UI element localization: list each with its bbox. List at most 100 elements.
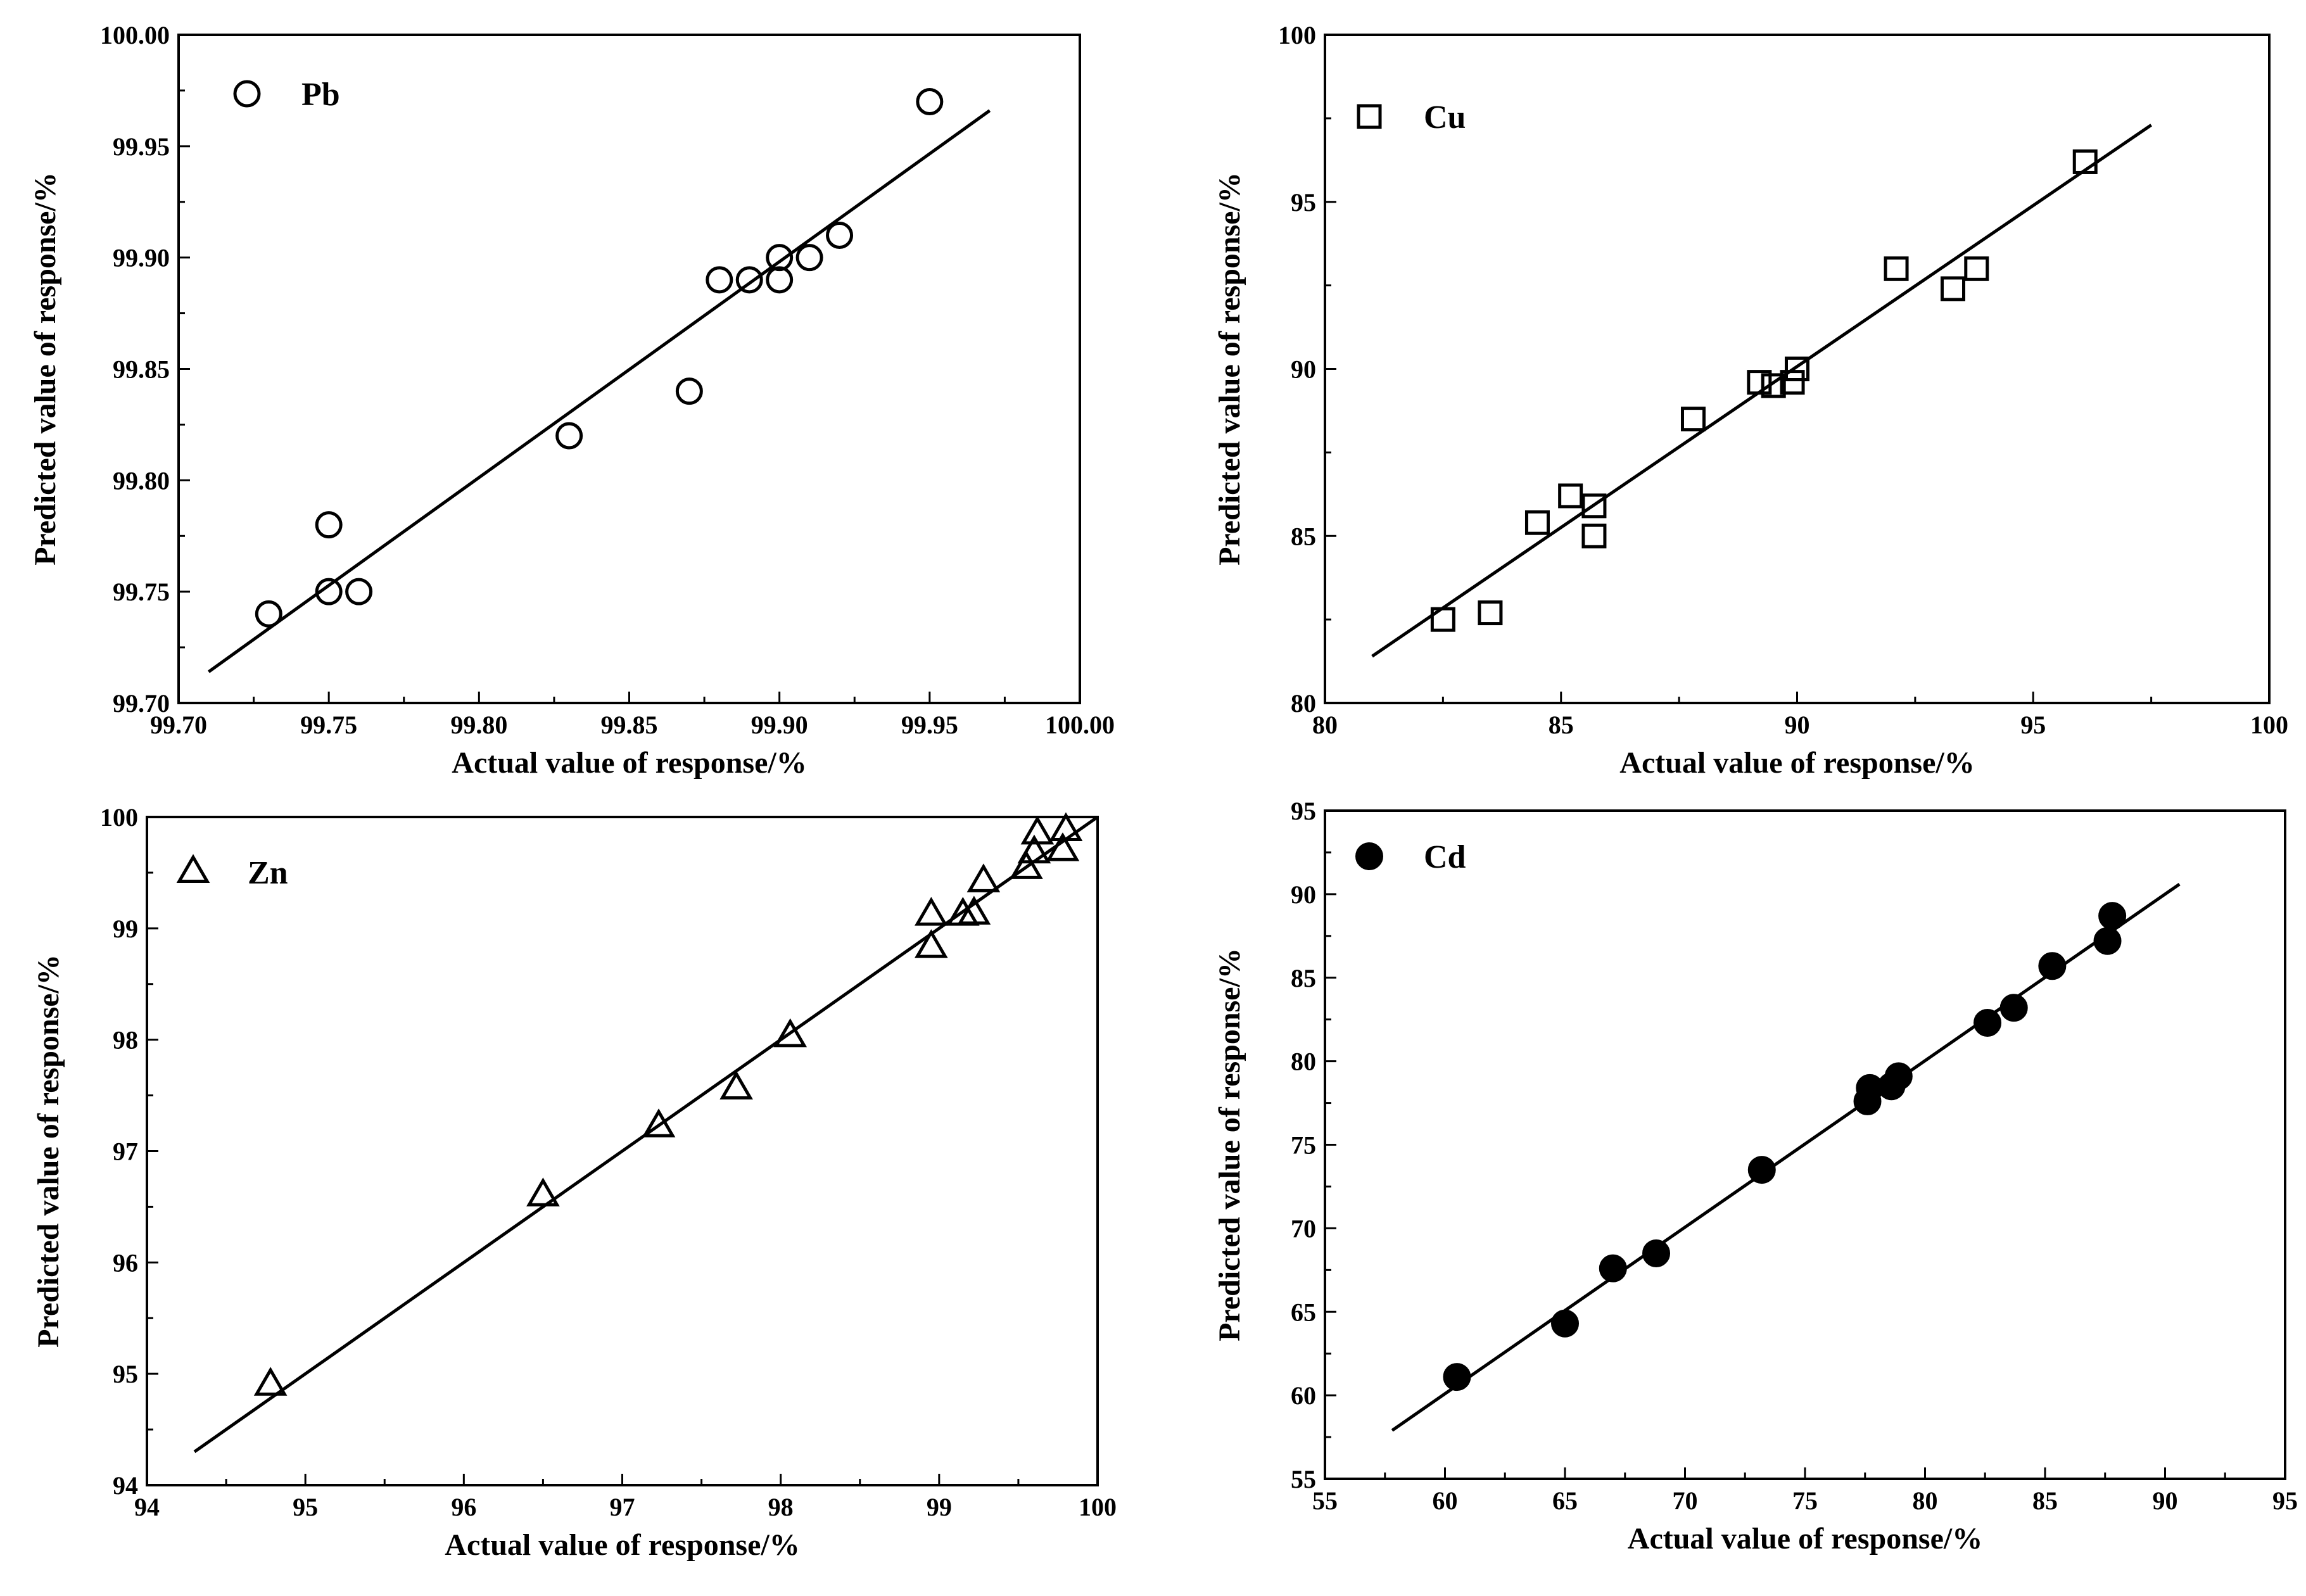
- data-point: [1443, 1363, 1471, 1391]
- data-point: [2098, 902, 2127, 930]
- fit-line: [207, 109, 991, 673]
- data-point: [766, 244, 794, 272]
- x-axis-label: Actual value of response/%: [445, 1528, 799, 1562]
- data-point: [315, 578, 343, 605]
- x-tick-label: 70: [1673, 1486, 1698, 1515]
- y-axis-label: Predicted value of response/%: [1213, 948, 1246, 1341]
- x-tick-label: 99.80: [450, 711, 507, 739]
- plot-frame: [1324, 34, 2271, 704]
- y-tick-label: 85: [1291, 964, 1316, 992]
- data-point: [253, 1367, 288, 1396]
- data-point: [1558, 483, 1583, 509]
- data-point: [526, 1177, 560, 1206]
- data-point: [675, 377, 703, 405]
- y-tick-label: 60: [1291, 1381, 1316, 1410]
- x-tick-label: 80: [1312, 711, 1338, 739]
- y-tick-label: 55: [1291, 1465, 1316, 1493]
- legend-marker: [1355, 842, 1383, 870]
- data-point: [914, 897, 948, 926]
- data-point: [1049, 812, 1083, 842]
- data-point: [773, 1018, 808, 1048]
- data-point: [1884, 1062, 1913, 1091]
- y-tick-label: 95: [1291, 188, 1316, 217]
- x-tick-label: 90: [1785, 711, 1810, 739]
- x-tick-label: 65: [1552, 1486, 1578, 1515]
- data-point: [2093, 927, 2122, 955]
- x-tick-label: 99.75: [300, 711, 357, 739]
- data-point: [795, 244, 823, 272]
- data-point: [1884, 256, 1909, 281]
- x-axis-label: Actual value of response/%: [452, 746, 806, 780]
- x-tick-label: 100: [1079, 1493, 1117, 1521]
- y-tick-label: 90: [1291, 355, 1316, 384]
- chart-panel-pb: 99.70 99.75 99.80 99.85 99.90 99.95 100.00 99.7…: [29, 21, 1115, 780]
- y-tick-label: 98: [113, 1026, 138, 1054]
- data-point: [1581, 493, 1607, 519]
- y-tick-label: 100: [100, 803, 138, 832]
- data-point: [315, 511, 343, 539]
- chart-panel-cu: 80 85 90 95 100 80 85 90 95 100 Actual value of re…: [1213, 21, 2288, 780]
- x-tick-label: 85: [1549, 711, 1574, 739]
- data-point: [966, 863, 1001, 892]
- data-point: [642, 1108, 676, 1137]
- data-point: [1478, 600, 1503, 626]
- y-tick-label: 94: [113, 1471, 138, 1500]
- y-tick-label: 85: [1291, 522, 1316, 550]
- x-tick-label: 99.95: [901, 711, 958, 739]
- data-point: [1020, 815, 1055, 845]
- data-point: [957, 896, 991, 925]
- data-point: [2038, 952, 2067, 980]
- x-tick-label: 55: [1312, 1486, 1338, 1515]
- data-point: [706, 266, 733, 294]
- data-point: [555, 422, 583, 450]
- data-point: [1747, 370, 1772, 395]
- data-point: [1999, 994, 2028, 1022]
- data-point: [1551, 1309, 1579, 1338]
- x-tick-label: 100: [2250, 711, 2288, 739]
- y-tick-label: 65: [1291, 1298, 1316, 1326]
- x-tick-label: 99.90: [751, 711, 808, 739]
- chart-panel-cd: 55 60 65 70 75 80 85 90 95 55 60 65 70 75 80 85 90 95 Actu…: [1213, 797, 2298, 1555]
- y-tick-label: 97: [113, 1137, 138, 1166]
- y-tick-label: 80: [1291, 1048, 1316, 1076]
- x-tick-label: 94: [134, 1493, 160, 1521]
- y-tick-label: 100.00: [100, 21, 170, 49]
- y-tick-label: 100: [1278, 21, 1316, 49]
- y-tick-label: 75: [1291, 1131, 1316, 1160]
- y-tick-label: 99.85: [113, 355, 170, 384]
- data-point: [1642, 1239, 1671, 1267]
- legend-label: Cu: [1424, 99, 1466, 136]
- data-point: [1581, 523, 1607, 548]
- x-tick-label: 80: [1913, 1486, 1938, 1515]
- legend-label: Zn: [248, 855, 288, 891]
- x-axis-label: Actual value of response/%: [1628, 1522, 1982, 1555]
- y-tick-label: 80: [1291, 689, 1316, 718]
- data-point: [345, 578, 373, 605]
- y-tick-label: 99: [113, 915, 138, 943]
- x-tick-label: 98: [768, 1493, 794, 1521]
- legend-marker: [1357, 104, 1382, 129]
- data-point: [826, 222, 854, 249]
- x-tick-label: 95: [293, 1493, 318, 1521]
- y-axis-label: Predicted value of response/%: [29, 172, 62, 566]
- data-point: [1780, 370, 1805, 395]
- data-point: [1785, 357, 1809, 381]
- data-point: [1941, 276, 1966, 301]
- x-tick-label: 95: [2020, 711, 2046, 739]
- data-point: [766, 266, 794, 294]
- legend-label: Cd: [1424, 839, 1466, 875]
- legend-label: Pb: [301, 77, 340, 113]
- legend-marker: [233, 80, 261, 108]
- x-tick-label: 90: [2153, 1486, 2178, 1515]
- x-tick-label: 99: [927, 1493, 952, 1521]
- data-point: [1761, 373, 1786, 398]
- y-tick-label: 99.80: [113, 466, 170, 495]
- y-tick-label: 99.90: [113, 244, 170, 272]
- data-point: [719, 1070, 753, 1099]
- x-tick-label: 75: [1792, 1486, 1818, 1515]
- chart-panel-zn: 94 95 96 97 98 99 100 94 95 96 97 98 99 100 Actual val…: [32, 803, 1117, 1562]
- data-point: [1017, 834, 1051, 864]
- y-tick-label: 99.95: [113, 132, 170, 161]
- y-axis-label: Predicted value of response/%: [32, 954, 65, 1348]
- data-point: [1430, 607, 1455, 632]
